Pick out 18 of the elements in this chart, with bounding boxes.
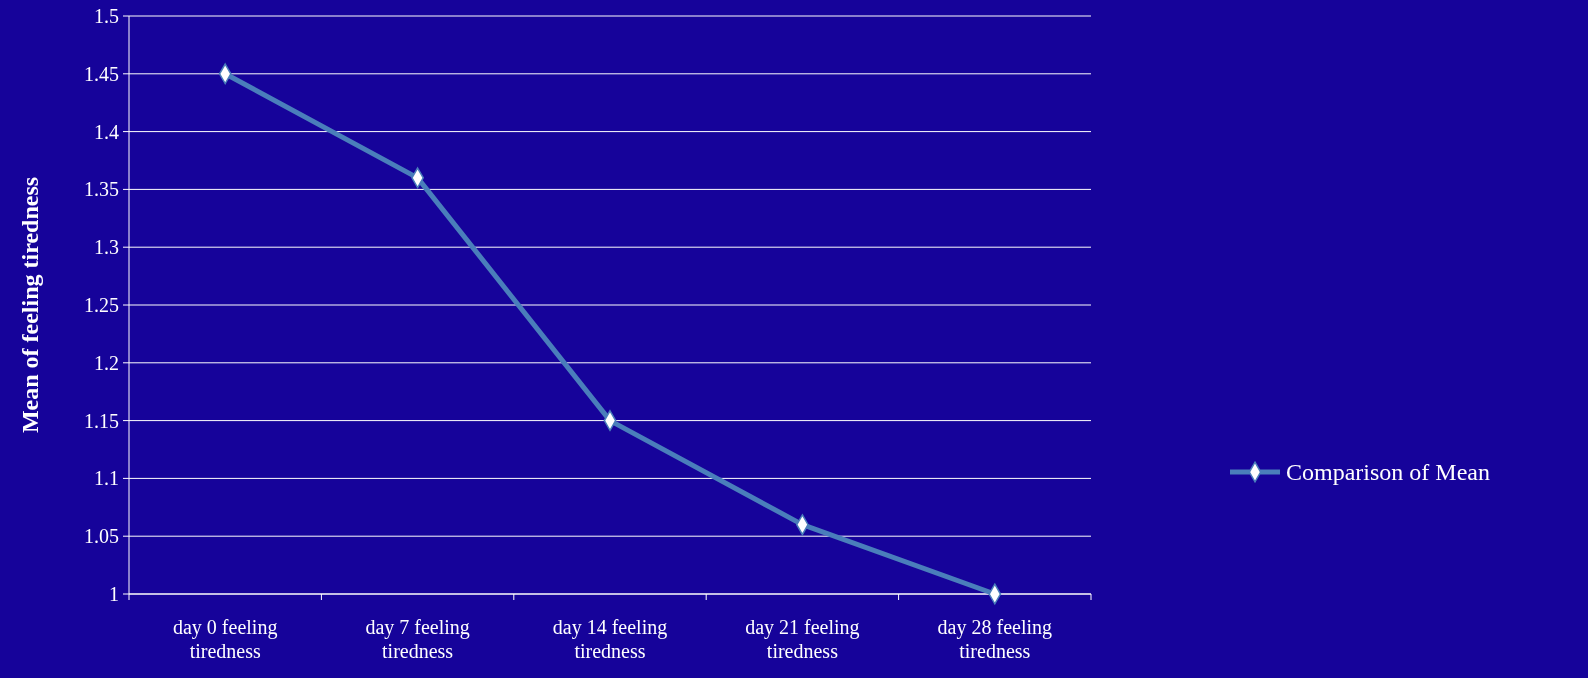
y-tick-label: 1.1 <box>94 467 119 490</box>
y-tick-label: 1.45 <box>84 62 119 85</box>
y-tick-label: 1.3 <box>94 236 119 259</box>
y-tick-label: 1 <box>109 583 119 605</box>
y-axis-title: Mean of feeling tiredness <box>17 176 43 434</box>
y-tick-label: 1.25 <box>84 294 119 316</box>
x-tick-label: day 28 feeling tiredness <box>937 616 1052 662</box>
legend-label: Comparison of Mean <box>1286 459 1490 486</box>
x-tick-label: day 21 feeling tiredness <box>745 616 860 662</box>
x-tick-label: day 7 feeling tiredness <box>365 616 470 662</box>
y-tick-label: 1.4 <box>94 120 119 143</box>
y-tick-label: 1.15 <box>84 409 119 432</box>
y-tick-label: 1.5 <box>94 5 119 27</box>
y-tick-label: 1.2 <box>94 351 119 374</box>
x-tick-label: day 0 feeling tiredness <box>173 616 278 662</box>
x-tick-label: day 14 feeling tiredness <box>552 616 668 662</box>
y-tick-label: 1.05 <box>84 525 119 548</box>
y-tick-label: 1.35 <box>84 178 119 201</box>
